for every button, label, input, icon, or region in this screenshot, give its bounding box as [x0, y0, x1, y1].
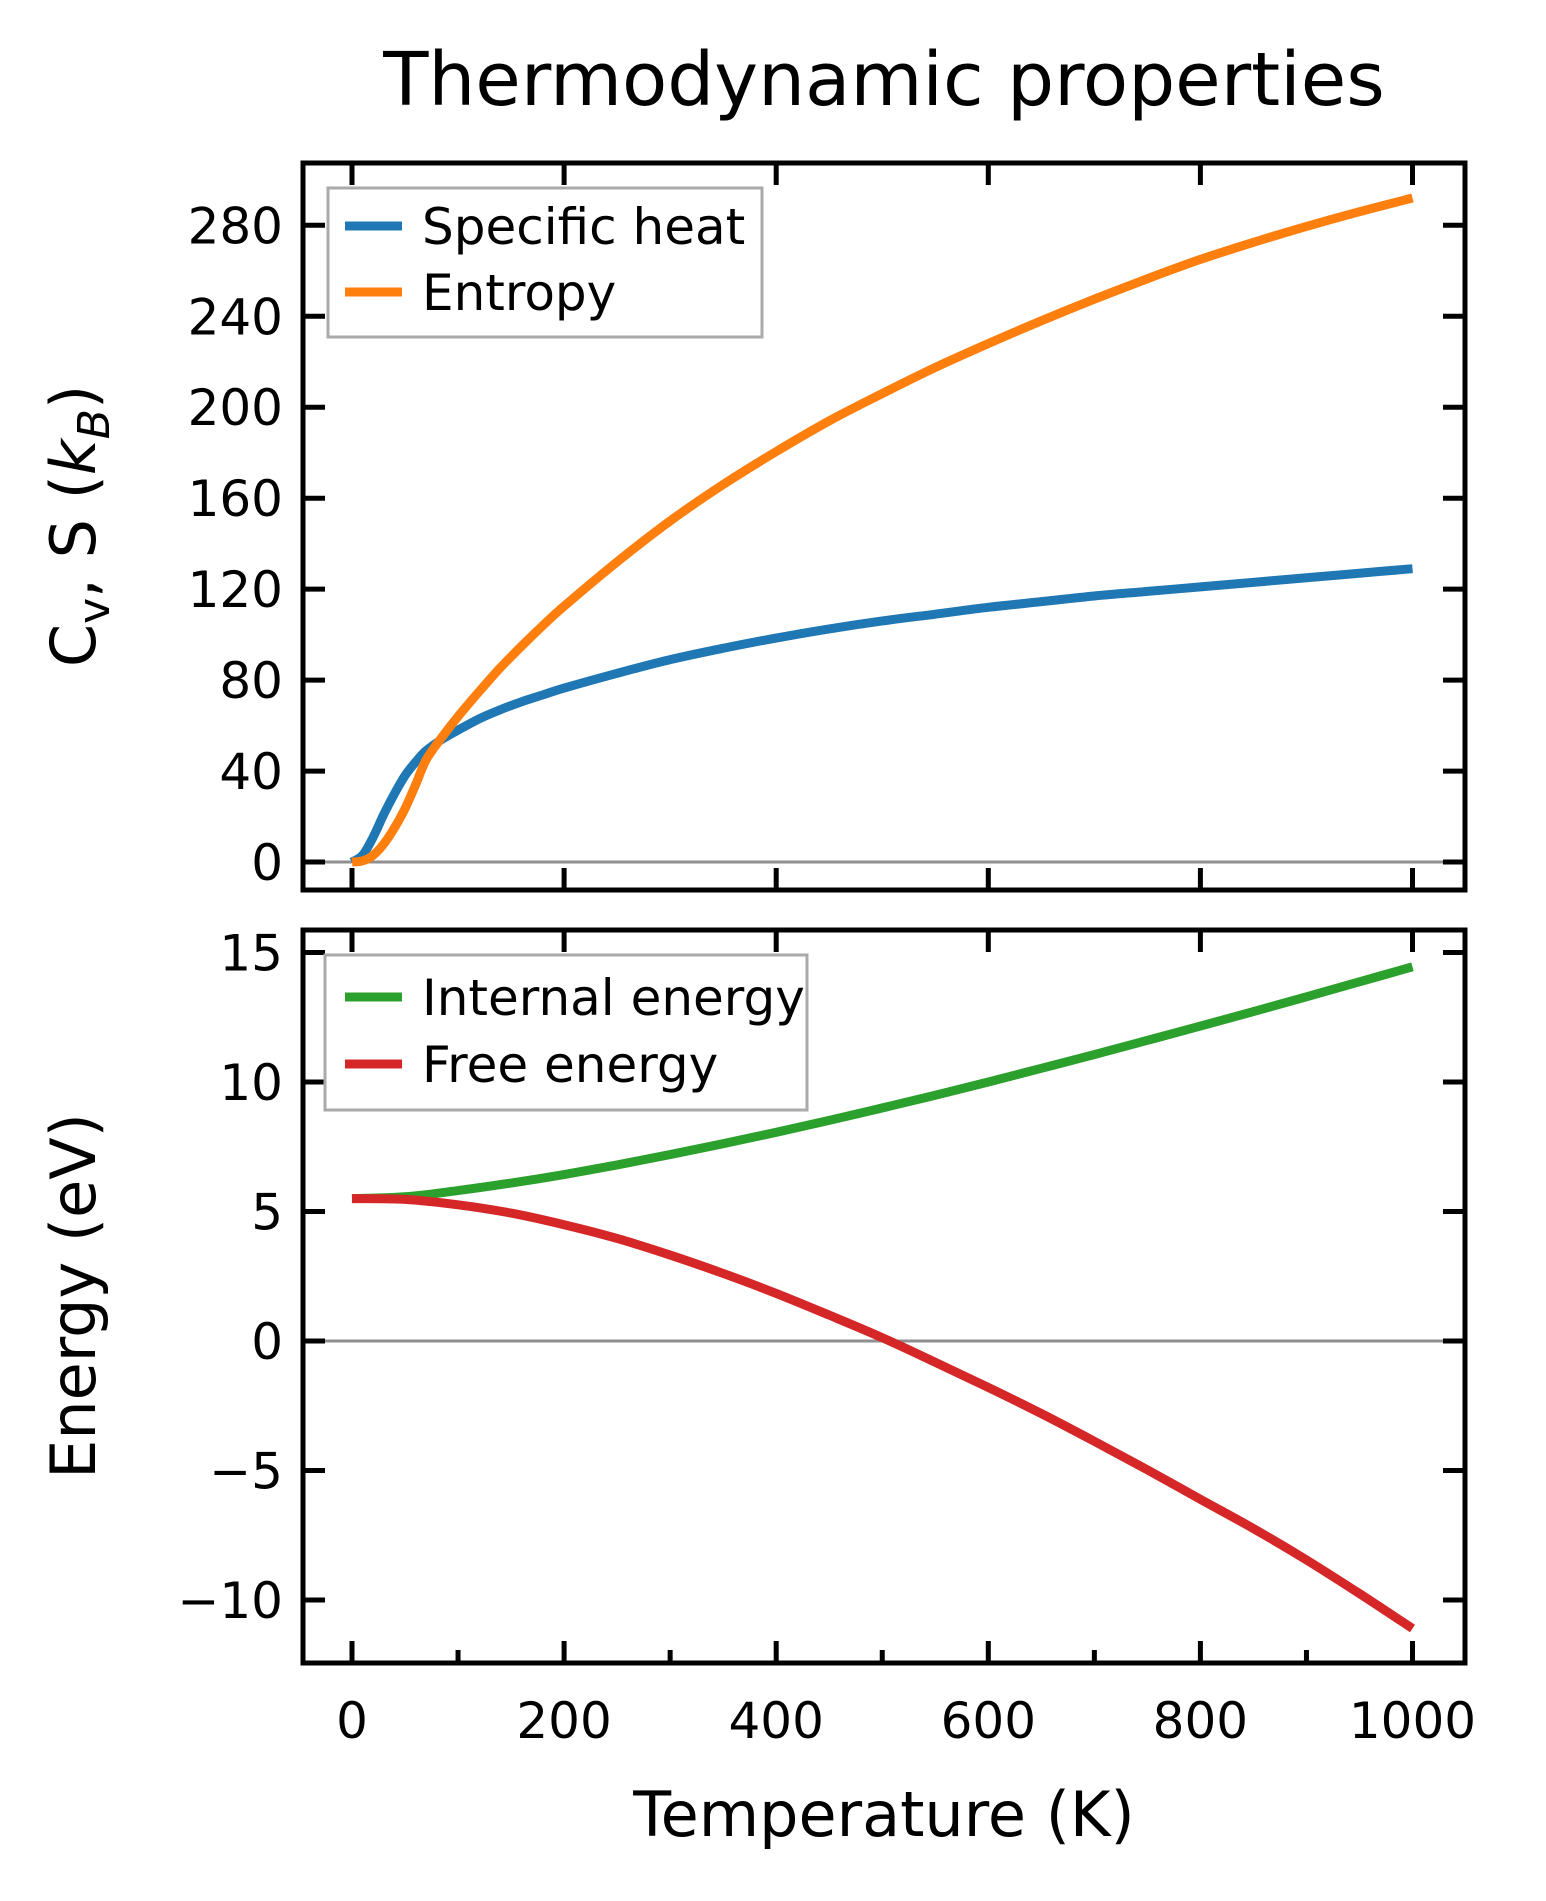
- figure-title: Thermodynamic properties: [382, 37, 1385, 123]
- y-tick-label: 80: [219, 652, 283, 710]
- y-tick-label: 240: [188, 288, 283, 346]
- y-tick-label: 10: [219, 1054, 283, 1112]
- legend: Internal energy Free energy: [323, 953, 809, 1112]
- series-line-internal-energy: [351, 962, 1414, 1204]
- y-axis-label: Cv, S (kB): [37, 385, 120, 667]
- y-tick-label: 15: [219, 925, 283, 983]
- legend: Specific heat Entropy: [326, 186, 764, 339]
- x-axis-label: Temperature (K): [632, 1778, 1134, 1851]
- top-chart: 0 40 80 120 160 200 240 280 Cv, S (kB) Specific h…: [37, 160, 1468, 893]
- legend-label: Internal energy: [422, 969, 805, 1027]
- y-tick-label: 0: [251, 834, 283, 892]
- y-tick-label: 120: [188, 561, 283, 619]
- series-line-specific-heat: [349, 564, 1413, 866]
- y-tick-label: 200: [188, 379, 283, 437]
- x-tick-label: 1000: [1349, 1692, 1476, 1750]
- legend-box: [323, 953, 809, 1112]
- y-tick-label: 0: [251, 1313, 283, 1371]
- y-axis-label: Energy (eV): [37, 1113, 110, 1479]
- bottom-chart: 0 200 400 600 800 1000 −10 −5 0 5 10 15 Energy (eV) I…: [37, 925, 1476, 1750]
- y-tick-label: −10: [177, 1572, 283, 1630]
- series-line-entropy: [351, 193, 1414, 867]
- y-tick-label: 280: [188, 197, 283, 255]
- x-tick-label: 200: [516, 1692, 611, 1750]
- x-tick-label: 600: [941, 1692, 1036, 1750]
- y-tick-label: 5: [251, 1184, 283, 1242]
- legend-label: Free energy: [422, 1036, 718, 1094]
- x-tick-label: 800: [1153, 1692, 1248, 1750]
- axes-spines: [300, 160, 1468, 893]
- x-tick-label: 0: [336, 1692, 368, 1750]
- y-tick-label: 160: [188, 470, 283, 528]
- x-tick-label: 400: [728, 1692, 823, 1750]
- y-tick-label: −5: [209, 1443, 283, 1501]
- series-line-free-energy: [351, 1194, 1415, 1633]
- legend-box: [326, 186, 764, 339]
- legend-label: Specific heat: [422, 198, 745, 256]
- y-tick-label: 40: [219, 743, 283, 801]
- legend-label: Entropy: [422, 264, 616, 322]
